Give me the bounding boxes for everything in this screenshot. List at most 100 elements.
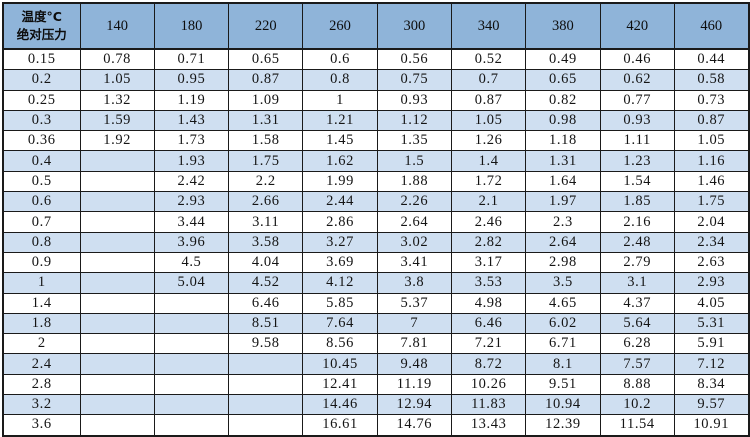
table-row: 0.6 2.93 2.66 2.44 2.26 2.1 1.97 1.85 1.75 xyxy=(2,191,750,213)
data-cell: 0.73 xyxy=(673,89,750,111)
data-cell: 2.63 xyxy=(673,251,750,274)
data-cell: 4.98 xyxy=(450,292,527,314)
table-body: 0.15 0.78 0.71 0.65 0.6 0.56 0.52 0.49 0.46 0.44 0… xyxy=(2,48,750,437)
data-cell xyxy=(79,353,155,375)
data-cell: 5.31 xyxy=(673,312,750,335)
row-header-cell: 0.8 xyxy=(2,231,81,253)
data-cell xyxy=(79,191,155,213)
data-cell: 12.41 xyxy=(302,373,378,396)
data-cell: 2.2 xyxy=(228,170,304,193)
column-header-260: 260 xyxy=(302,2,378,50)
data-cell xyxy=(79,211,155,233)
table-row: 3.2 14.46 12.94 11.83 10.94 10.2 9.57 xyxy=(2,394,750,416)
column-header-420: 420 xyxy=(599,2,675,50)
data-cell: 0.75 xyxy=(376,69,452,91)
data-cell: 4.04 xyxy=(228,251,304,274)
row-header-cell: 2 xyxy=(2,333,81,355)
data-cell xyxy=(79,251,155,274)
data-cell: 0.71 xyxy=(153,48,230,71)
data-cell: 1.64 xyxy=(525,170,601,193)
column-header-220: 220 xyxy=(228,2,304,50)
row-header-cell: 3.6 xyxy=(2,414,81,437)
row-header-cell: 0.36 xyxy=(2,130,81,152)
column-header-460: 460 xyxy=(673,2,750,50)
row-header-cell: 0.9 xyxy=(2,251,81,274)
data-cell: 7.57 xyxy=(599,353,675,375)
data-cell: 3.96 xyxy=(153,231,230,253)
data-cell: 2.93 xyxy=(673,272,750,294)
data-cell: 1.16 xyxy=(673,150,750,172)
data-cell: 7.12 xyxy=(673,353,750,375)
data-cell: 7.81 xyxy=(376,333,452,355)
data-cell: 0.93 xyxy=(599,109,675,132)
data-cell: 2.46 xyxy=(450,211,527,233)
table-row: 3.6 16.61 14.76 13.43 12.39 11.54 10.91 xyxy=(2,414,750,437)
data-cell xyxy=(153,312,230,335)
row-header-cell: 0.3 xyxy=(2,109,81,132)
data-cell: 5.91 xyxy=(673,333,750,355)
data-cell: 5.64 xyxy=(599,312,675,335)
data-cell: 9.58 xyxy=(228,333,304,355)
data-cell: 4.52 xyxy=(228,272,304,294)
data-cell xyxy=(79,231,155,253)
data-cell: 3.17 xyxy=(450,251,527,274)
corner-header-pressure-label: 绝对压力 xyxy=(16,27,67,42)
data-cell: 2.64 xyxy=(376,211,452,233)
data-cell: 0.95 xyxy=(153,69,230,91)
data-cell: 1.88 xyxy=(376,170,452,193)
data-cell xyxy=(79,170,155,193)
table-row: 0.8 3.96 3.58 3.27 3.02 2.82 2.64 2.48 2.34 xyxy=(2,231,750,253)
data-cell: 6.28 xyxy=(599,333,675,355)
data-cell: 0.7 xyxy=(450,69,527,91)
data-cell xyxy=(153,292,230,314)
data-cell: 4.05 xyxy=(673,292,750,314)
data-cell: 2.1 xyxy=(450,191,527,213)
data-cell: 3.58 xyxy=(228,231,304,253)
data-cell: 4.12 xyxy=(302,272,378,294)
data-cell: 1.31 xyxy=(525,150,601,172)
data-cell: 1.19 xyxy=(153,89,230,111)
data-cell xyxy=(79,394,155,416)
row-header-cell: 1.4 xyxy=(2,292,81,314)
data-cell: 1.54 xyxy=(599,170,675,193)
data-cell: 10.45 xyxy=(302,353,378,375)
table-row: 2.4 10.45 9.48 8.72 8.1 7.57 7.12 xyxy=(2,353,750,375)
data-cell: 7 xyxy=(376,312,452,335)
data-cell: 9.51 xyxy=(525,373,601,396)
data-cell: 2.93 xyxy=(153,191,230,213)
data-cell: 1.99 xyxy=(302,170,378,193)
table-row: 0.5 2.42 2.2 1.99 1.88 1.72 1.64 1.54 1.46 xyxy=(2,170,750,193)
row-header-cell: 1.8 xyxy=(2,312,81,335)
data-cell: 0.49 xyxy=(525,48,601,71)
data-cell: 0.93 xyxy=(376,89,452,111)
data-cell: 0.62 xyxy=(599,69,675,91)
data-cell: 11.19 xyxy=(376,373,452,396)
data-cell: 0.82 xyxy=(525,89,601,111)
data-cell: 2.48 xyxy=(599,231,675,253)
column-header-180: 180 xyxy=(153,2,230,50)
data-cell: 1.23 xyxy=(599,150,675,172)
table-row: 0.7 3.44 3.11 2.86 2.64 2.46 2.3 2.16 2.04 xyxy=(2,211,750,233)
column-header-300: 300 xyxy=(376,2,452,50)
data-cell: 0.87 xyxy=(673,109,750,132)
data-cell: 0.98 xyxy=(525,109,601,132)
column-header-140: 140 xyxy=(79,2,155,50)
data-cell: 0.77 xyxy=(599,89,675,111)
data-cell: 7.64 xyxy=(302,312,378,335)
row-header-cell: 3.2 xyxy=(2,394,81,416)
data-cell: 1.62 xyxy=(302,150,378,172)
table-row: 0.4 1.93 1.75 1.62 1.5 1.4 1.31 1.23 1.16 xyxy=(2,150,750,172)
data-cell: 8.56 xyxy=(302,333,378,355)
data-cell: 0.65 xyxy=(525,69,601,91)
data-cell: 2.79 xyxy=(599,251,675,274)
data-cell: 1.11 xyxy=(599,130,675,152)
data-cell: 3.69 xyxy=(302,251,378,274)
data-cell: 1.05 xyxy=(450,109,527,132)
data-cell: 16.61 xyxy=(302,414,378,437)
data-cell xyxy=(153,373,230,396)
table-row: 0.36 1.92 1.73 1.58 1.45 1.35 1.26 1.18 1.11 1.05 xyxy=(2,130,750,152)
data-cell: 9.48 xyxy=(376,353,452,375)
data-cell xyxy=(79,373,155,396)
data-cell: 2.42 xyxy=(153,170,230,193)
